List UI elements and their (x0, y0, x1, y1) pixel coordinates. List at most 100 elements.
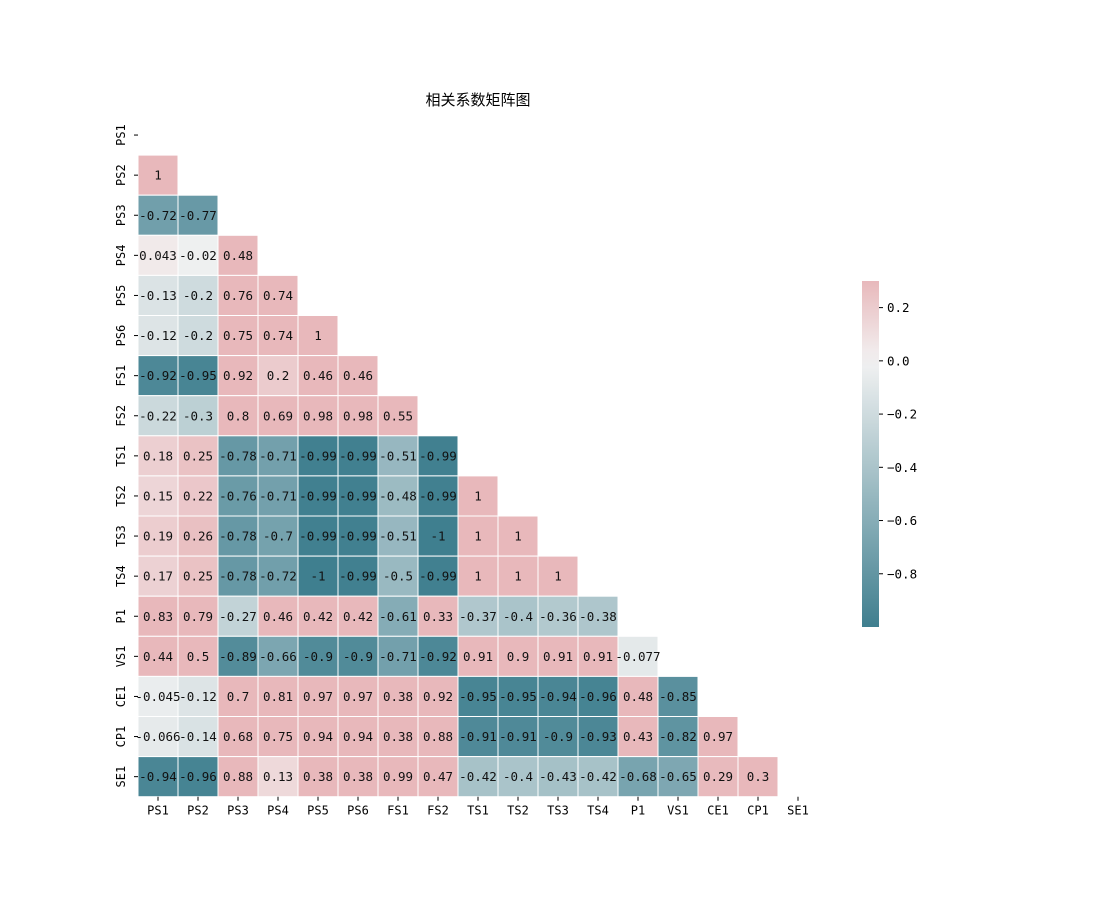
heatmap-cell-TS4-TS3 (537, 555, 579, 597)
cell-value-CE1-P1: 0.48 (623, 689, 653, 704)
heatmap-cell-SE1-TS1 (457, 756, 499, 798)
cell-value-P1-FS2: 0.33 (423, 609, 453, 624)
cell-value-TS3-PS3: -0.78 (219, 529, 257, 544)
cell-value-P1-TS2: -0.4 (503, 609, 533, 624)
cell-value-TS3-TS2: 1 (514, 529, 522, 544)
cell-value-P1-FS1: -0.61 (379, 609, 417, 624)
cell-value-VS1-PS3: -0.89 (219, 649, 257, 664)
heatmap-cell-TS4-PS4 (257, 555, 299, 597)
y-tick-label-P1: P1 (114, 609, 128, 623)
heatmap-cell-CP1-PS5 (297, 716, 339, 758)
y-tick-label-TS2: TS2 (114, 485, 128, 507)
chart-title: 相关系数矩阵图 (425, 91, 530, 109)
cell-value-TS4-PS6: -0.99 (339, 569, 377, 584)
heatmap-cell-CE1-FS2 (417, 675, 459, 718)
heatmap-cell-P1-FS1 (377, 595, 419, 637)
cell-value-TS1-PS6: -0.99 (339, 448, 377, 463)
x-tick-label-TS3: TS3 (547, 804, 569, 818)
heatmap-cell-FS2-FS1 (377, 395, 419, 437)
heatmap-cell-P1-PS3 (217, 595, 259, 637)
heatmap-cell-TS3-TS2 (497, 515, 539, 557)
heatmap-cell-VS1-PS5 (297, 635, 339, 677)
cell-value-PS6-PS1: -0.12 (139, 328, 177, 343)
heatmap-cell-TS3-FS2 (417, 515, 459, 557)
cell-value-PS4-PS2: -0.02 (179, 248, 217, 263)
cell-value-P1-TS3: -0.36 (539, 609, 577, 624)
cell-value-FS1-PS3: 0.92 (223, 368, 253, 383)
heatmap-cell-CP1-P1 (617, 716, 659, 758)
heatmap-cell-FS1-PS5 (297, 355, 339, 397)
x-tick-label-TS1: TS1 (467, 804, 489, 818)
cell-value-TS1-FS1: -0.51 (379, 448, 417, 463)
cell-value-CP1-FS2: 0.88 (423, 729, 453, 744)
cell-value-VS1-PS4: -0.66 (259, 649, 297, 664)
cell-value-TS2-FS1: -0.48 (379, 488, 417, 503)
heatmap-cell-TS4-PS1 (137, 555, 179, 597)
cell-value-FS2-PS1: -0.22 (139, 408, 177, 423)
cell-value-TS2-PS6: -0.99 (339, 488, 377, 503)
heatmap-cell-FS1-PS2 (177, 355, 219, 397)
heatmap-cell-P1-PS1 (137, 595, 179, 637)
cell-value-P1-TS4: -0.38 (579, 609, 617, 624)
cell-value-PS6-PS4: 0.74 (263, 328, 293, 343)
cell-value-CE1-PS4: 0.81 (263, 689, 293, 704)
cell-value-CE1-PS6: 0.97 (343, 689, 373, 704)
cell-value-TS4-PS4: -0.72 (259, 569, 297, 584)
heatmap-cell-TS3-PS5 (297, 515, 339, 557)
heatmap-cell-PS6-PS4 (257, 315, 299, 357)
heatmap-cell-SE1-PS4 (257, 756, 299, 798)
heatmap-cell-FS1-PS4 (257, 355, 299, 397)
x-tick-label-PS3: PS3 (227, 804, 249, 818)
x-tick-label-PS5: PS5 (307, 804, 329, 818)
cell-value-FS2-PS3: 0.8 (227, 408, 250, 423)
cell-value-P1-PS3: -0.27 (219, 609, 257, 624)
cell-value-TS2-PS3: -0.76 (219, 488, 257, 503)
cell-value-TS2-PS5: -0.99 (299, 488, 337, 503)
heatmap-cell-CP1-PS2 (177, 716, 219, 758)
y-tick-label-FS1: FS1 (114, 365, 128, 387)
cell-value-FS2-FS1: 0.55 (383, 408, 413, 423)
cell-value-SE1-P1: -0.68 (619, 769, 657, 784)
cell-value-SE1-PS5: 0.38 (303, 769, 333, 784)
heatmap-cell-VS1-TS3 (537, 635, 579, 677)
x-tick-label-CP1: CP1 (747, 804, 769, 818)
cell-value-CE1-TS1: -0.95 (459, 689, 497, 704)
heatmap-cell-TS4-TS1 (457, 555, 499, 597)
cell-value-VS1-PS5: -0.9 (303, 649, 333, 664)
cell-value-FS2-PS2: -0.3 (183, 408, 213, 423)
cell-value-P1-PS4: 0.46 (263, 609, 293, 624)
heatmap-cell-CE1-PS6 (337, 675, 379, 718)
cell-value-TS4-FS1: -0.5 (383, 569, 413, 584)
cell-value-TS3-PS6: -0.99 (339, 529, 377, 544)
cell-value-FS1-PS1: -0.92 (139, 368, 177, 383)
cell-value-CP1-VS1: -0.82 (659, 729, 697, 744)
cell-value-SE1-PS2: -0.96 (179, 769, 217, 784)
heatmap-cell-PS4-PS3 (217, 234, 259, 276)
cell-value-CP1-TS3: -0.9 (543, 729, 573, 744)
cell-value-PS6-PS2: -0.2 (183, 328, 213, 343)
cell-value-PS5-PS1: -0.13 (139, 288, 177, 303)
heatmap-cell-TS2-PS1 (137, 475, 179, 517)
heatmap-cell-PS5-PS4 (257, 274, 299, 316)
heatmap-cell-FS1-PS3 (217, 355, 259, 397)
y-tick-label-PS1: PS1 (114, 124, 128, 146)
heatmap-cell-VS1-PS1 (137, 635, 179, 677)
colorbar-tick-label: −0.4 (887, 460, 917, 475)
heatmap-cell-SE1-TS3 (537, 756, 579, 798)
cell-value-CP1-TS1: -0.91 (459, 729, 497, 744)
y-tick-label-PS6: PS6 (114, 325, 128, 347)
heatmap-cell-TS1-FS2 (417, 435, 459, 477)
cell-value-VS1-PS1: 0.44 (143, 649, 173, 664)
cell-value-P1-PS1: 0.83 (143, 609, 173, 624)
heatmap-cell-TS2-PS4 (257, 475, 299, 517)
cell-value-FS2-PS4: 0.69 (263, 408, 293, 423)
cell-value-SE1-CP1: 0.3 (747, 769, 770, 784)
cell-value-FS2-PS6: 0.98 (343, 408, 373, 423)
cell-value-TS3-PS5: -0.99 (299, 529, 337, 544)
heatmap-cell-labels: 1-0.72 -0.770.043 -0.02 0.48-0.13 -0.2 0.76 0.… (135, 168, 769, 785)
heatmap-cell-TS3-PS3 (217, 515, 259, 557)
heatmap-cell-SE1-FS2 (417, 756, 459, 798)
cell-value-TS1-PS1: 0.18 (143, 448, 173, 463)
cell-value-CP1-PS4: 0.75 (263, 729, 293, 744)
